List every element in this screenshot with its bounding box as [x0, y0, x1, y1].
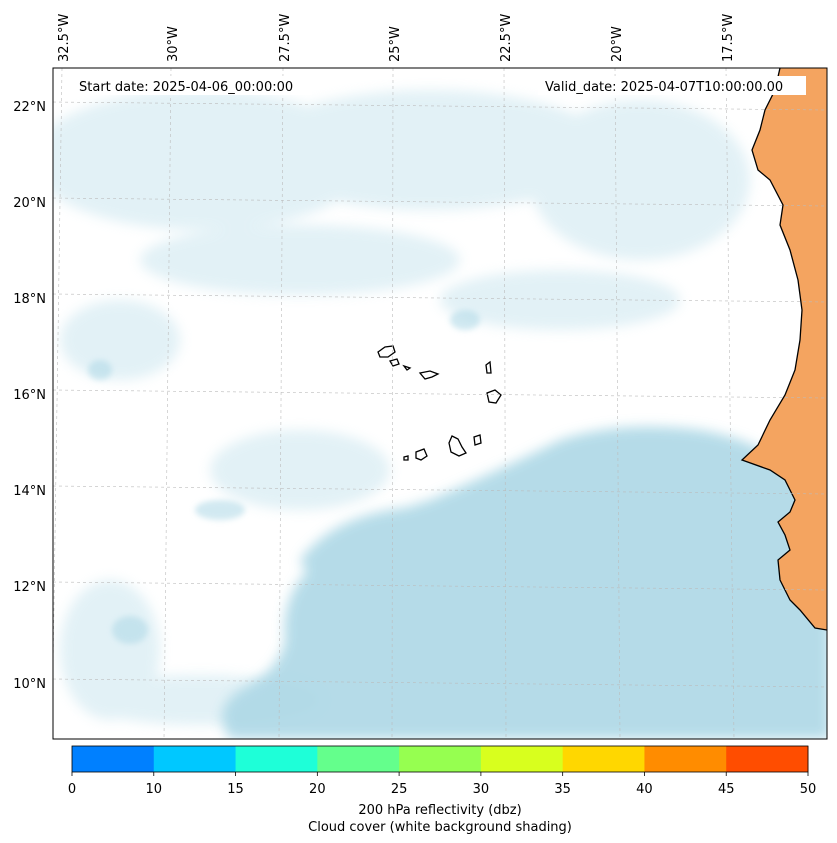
map-content	[53, 68, 827, 739]
cloud-cover-cells	[88, 310, 480, 644]
start-date-box	[72, 76, 312, 95]
meridian-line	[278, 68, 284, 739]
lon-label: 32.5°W	[57, 14, 72, 62]
lat-label: 16°N	[13, 388, 46, 403]
colorbar-bin	[72, 746, 155, 772]
coastline	[740, 68, 827, 631]
start-date-label: Start date: 2025-04-06_00:00:00	[79, 80, 293, 95]
longitude-labels: 32.5°W 30°W 27.5°W 25°W 22.5°W 20°W 17.5…	[57, 14, 736, 62]
cloud-cell	[450, 310, 480, 330]
cloud-patch	[250, 90, 610, 210]
lat-label: 18°N	[13, 292, 46, 307]
colorbar-bin	[153, 746, 237, 772]
colorbar-tick-label: 10	[146, 782, 163, 797]
graticule	[53, 68, 827, 739]
colorbar-tick-label: 30	[473, 782, 490, 797]
lat-label: 20°N	[13, 196, 46, 211]
valid-date-box	[538, 76, 806, 95]
colorbar-bin	[399, 746, 482, 772]
island-fogo	[415, 448, 428, 461]
colorbar-title: 200 hPa reflectivity (dbz)	[358, 803, 521, 818]
colorbar-tick-label: 20	[309, 782, 326, 797]
lon-label: 25°W	[388, 26, 403, 62]
cloud-band-south	[222, 426, 827, 739]
map-panel: Start date: 2025-04-06_00:00:00 Valid_da…	[52, 67, 828, 740]
cloud-patch	[60, 300, 180, 380]
colorbar-tick-label: 40	[636, 782, 653, 797]
latitude-labels: 22°N 20°N 18°N 16°N 14°N 12°N 10°N	[13, 100, 46, 692]
island-maio	[473, 434, 482, 446]
cloud-cell	[195, 500, 245, 520]
lat-label: 10°N	[13, 677, 46, 692]
cloud-patch	[530, 100, 750, 260]
island-boa-vista	[486, 389, 502, 404]
cloud-cover-light	[53, 90, 750, 725]
cloud-cover-shading	[53, 90, 827, 739]
island-brava	[403, 455, 409, 461]
colorbar-bin	[644, 746, 727, 772]
colorbar-bin	[480, 746, 564, 772]
lon-label: 30°W	[166, 26, 181, 62]
cloud-patch	[210, 430, 390, 510]
colorbar-bin	[726, 746, 809, 772]
lat-label: 12°N	[13, 580, 46, 595]
lon-label: 22.5°W	[499, 14, 514, 62]
island-sal	[485, 360, 492, 374]
colorbar-tick-label: 50	[800, 782, 817, 797]
lon-label: 17.5°W	[721, 14, 736, 62]
lat-label: 14°N	[13, 484, 46, 499]
island-sao-vicente	[389, 358, 400, 367]
meridian-line	[391, 68, 394, 739]
map-frame	[52, 67, 828, 740]
colorbar: 0 10 15 20 25 30 35 40 45 50 200 hPa reflectivity…	[68, 745, 816, 835]
colorbar-bin	[235, 746, 318, 772]
cloud-cell	[88, 360, 112, 380]
cloud-band-west	[300, 506, 460, 592]
meridian-line	[503, 68, 507, 739]
meridian-line	[614, 68, 621, 739]
cloud-patch	[440, 270, 680, 330]
lon-label: 20°W	[610, 26, 625, 62]
meridian-line	[725, 68, 735, 739]
colorbar-tick-label: 25	[391, 782, 408, 797]
land-west-africa	[742, 68, 827, 630]
island-sao-nicolau	[418, 370, 440, 380]
colorbar-tick-label: 15	[227, 782, 244, 797]
colorbar-tick-label: 35	[554, 782, 571, 797]
meridian-line	[163, 68, 172, 739]
valid-date-label: Valid_date: 2025-04-07T10:00:00.00	[545, 80, 783, 95]
colorbar-bins	[72, 746, 809, 772]
lon-label: 27.5°W	[278, 14, 293, 62]
cape-verde-islands	[377, 345, 502, 461]
island-santiago	[448, 435, 467, 457]
colorbar-tick-label: 45	[718, 782, 735, 797]
colorbar-bin	[317, 746, 400, 772]
island-santo-antao	[377, 345, 396, 358]
cloud-cell	[112, 616, 148, 644]
colorbar-bin	[562, 746, 645, 772]
meridian-line	[53, 68, 63, 693]
island-santa-luzia	[402, 364, 412, 371]
colorbar-ticks: 0 10 15 20 25 30 35 40 45 50	[68, 772, 816, 797]
colorbar-tick-label: 0	[68, 782, 76, 797]
cloud-patch	[140, 225, 460, 295]
cloud-cover-dense	[222, 426, 827, 739]
colorbar-subtitle: Cloud cover (white background shading)	[308, 820, 572, 835]
colorbar-frame	[71, 745, 809, 773]
lat-label: 22°N	[13, 100, 46, 115]
